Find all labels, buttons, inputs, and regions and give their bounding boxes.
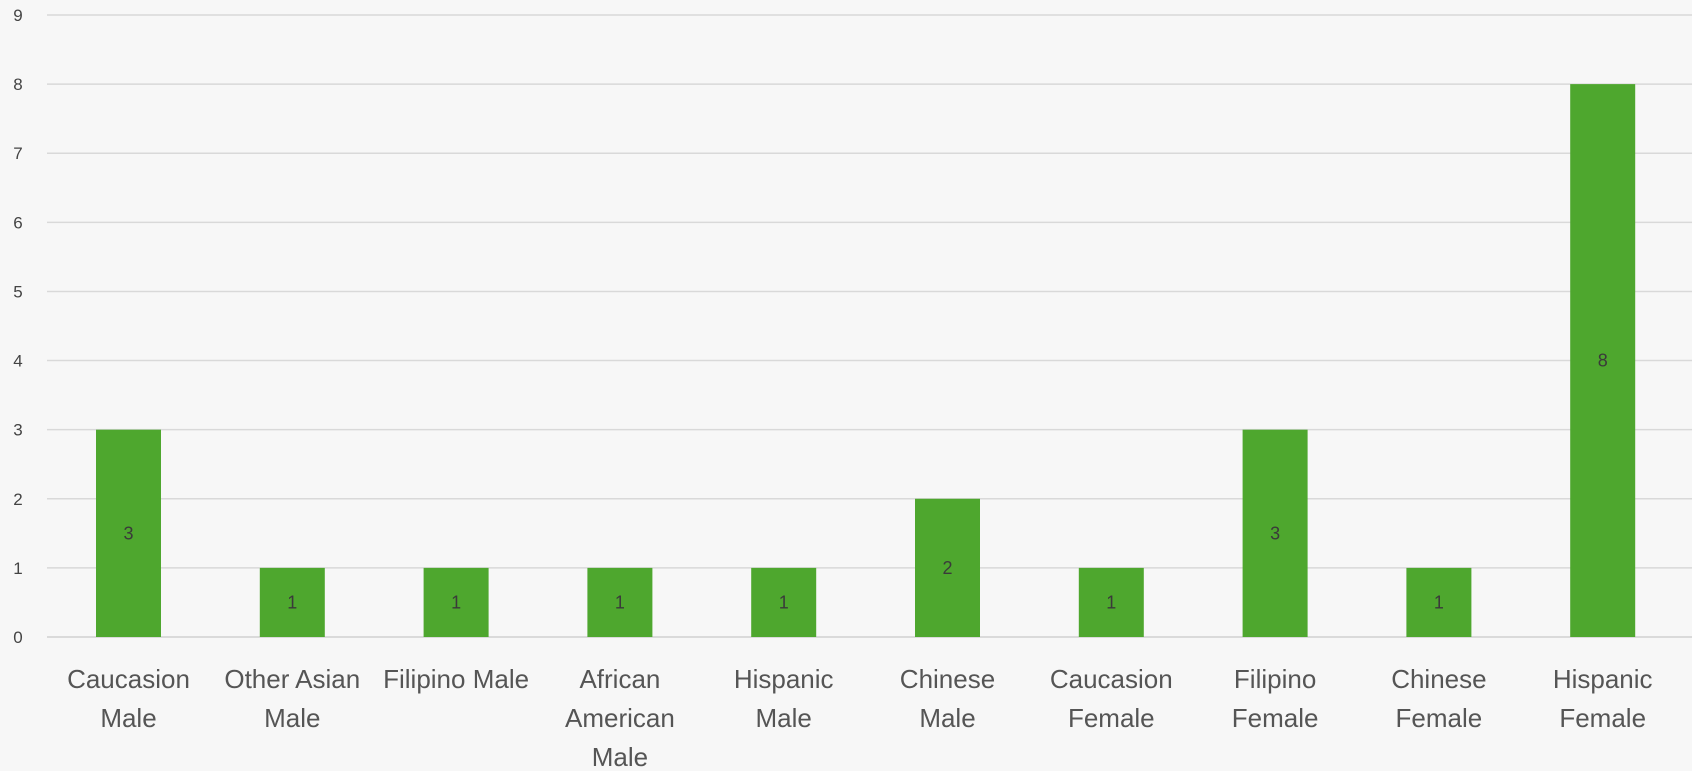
y-tick-label: 3 <box>13 421 22 440</box>
x-tick-label: Hispanic Male <box>734 664 834 733</box>
data-label: 3 <box>123 523 133 543</box>
y-tick-label: 6 <box>13 213 22 232</box>
x-tick-label: African American Male <box>565 664 675 771</box>
data-label: 1 <box>779 592 789 612</box>
y-tick-label: 0 <box>13 628 22 647</box>
x-tick-label: Filipino Male <box>383 664 529 694</box>
data-label: 2 <box>942 558 952 578</box>
y-tick-label: 2 <box>13 490 22 509</box>
x-tick-label: Chinese Female <box>1391 664 1486 733</box>
data-label: 1 <box>1106 592 1116 612</box>
data-label: 8 <box>1598 351 1608 371</box>
x-tick-label: Hispanic Female <box>1553 664 1653 733</box>
y-tick-label: 1 <box>13 559 22 578</box>
y-tick-label: 8 <box>13 75 22 94</box>
y-tick-label: 7 <box>13 144 22 163</box>
y-tick-label: 4 <box>13 352 22 371</box>
data-label: 1 <box>1434 592 1444 612</box>
data-labels: 3 1 1 1 1 2 1 3 1 8 <box>123 351 1607 613</box>
x-tick-label: Chinese Male <box>900 664 995 733</box>
data-label: 1 <box>287 592 297 612</box>
x-tick-label: Caucasion Male <box>67 664 190 733</box>
data-label: 3 <box>1270 523 1280 543</box>
y-axis-ticks: 0 1 2 3 4 5 6 7 8 9 <box>13 6 22 647</box>
x-tick-label: Filipino Female <box>1232 664 1319 733</box>
x-axis-ticks: Caucasion Male Other Asian Male Filipino Mal… <box>67 664 1652 771</box>
y-tick-label: 9 <box>13 6 22 25</box>
data-label: 1 <box>451 592 461 612</box>
x-tick-label: Other Asian Male <box>224 664 360 733</box>
data-label: 1 <box>615 592 625 612</box>
y-tick-label: 5 <box>13 282 22 301</box>
x-tick-label: Caucasion Female <box>1050 664 1173 733</box>
gridlines <box>47 15 1692 637</box>
